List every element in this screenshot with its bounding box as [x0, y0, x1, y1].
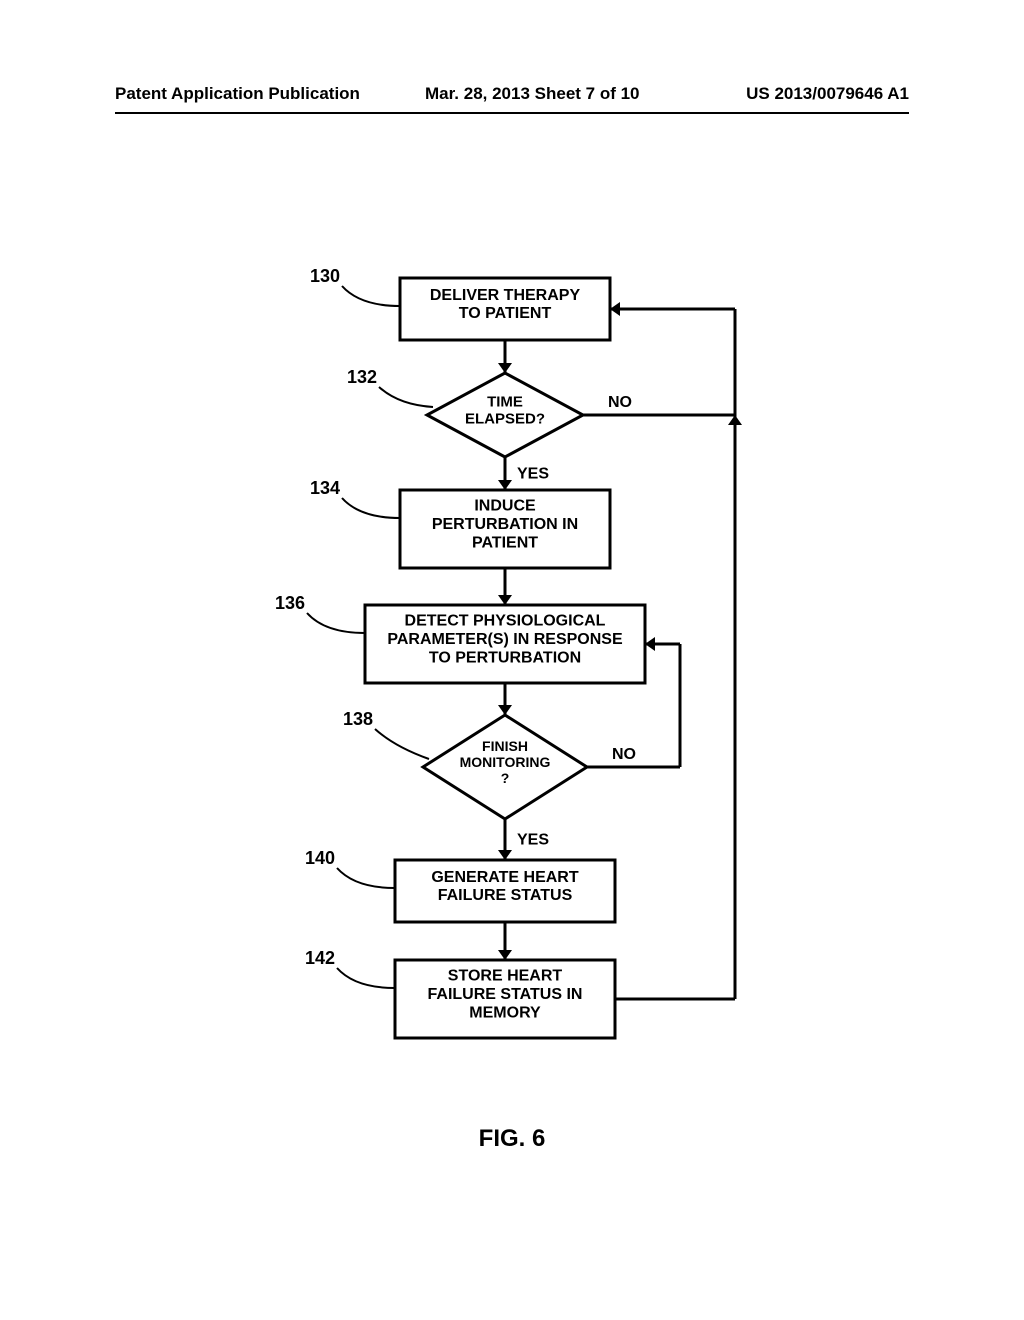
svg-text:132: 132 [347, 367, 377, 387]
svg-text:YES: YES [517, 832, 549, 849]
svg-text:YES: YES [517, 466, 549, 483]
svg-text:GENERATE HEARTFAILURE STATUS: GENERATE HEARTFAILURE STATUS [431, 869, 578, 904]
svg-text:NO: NO [608, 394, 632, 411]
svg-text:130: 130 [310, 266, 340, 286]
flowchart-svg: DELIVER THERAPYTO PATIENT130TIMEELAPSED?… [0, 0, 1024, 1320]
figure-label: FIG. 6 [0, 1125, 1024, 1153]
svg-text:140: 140 [305, 848, 335, 868]
svg-text:134: 134 [310, 478, 340, 498]
svg-text:142: 142 [305, 948, 335, 968]
svg-text:NO: NO [612, 746, 636, 763]
page: Patent Application Publication Mar. 28, … [0, 0, 1024, 1320]
svg-text:138: 138 [343, 709, 373, 729]
svg-text:136: 136 [275, 593, 305, 613]
